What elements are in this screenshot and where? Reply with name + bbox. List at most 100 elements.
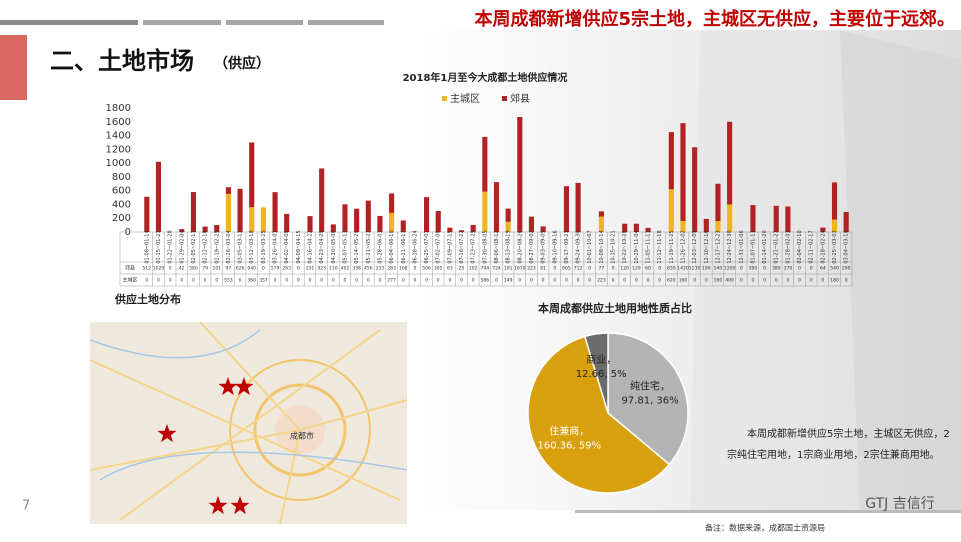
x-tick-label: 02-18~02-24 — [820, 230, 826, 263]
x-tick-label: 04-23~04-29 — [319, 230, 325, 263]
table-cell: 0 — [204, 278, 207, 284]
x-tick-label: 12-10~12-16 — [704, 230, 710, 263]
top-bar — [308, 20, 384, 25]
bar-segment — [272, 192, 278, 232]
bar-segment — [540, 226, 546, 232]
x-tick-label: 04-09~04-15 — [296, 230, 302, 263]
table-cell: 1420 — [677, 266, 689, 272]
top-bar — [0, 20, 138, 25]
x-tick-label: 07-16~07-22 — [459, 230, 465, 263]
table-cell: 110 — [329, 266, 338, 272]
table-cell: 190 — [702, 266, 711, 272]
table-cell: 0 — [542, 278, 545, 284]
table-cell: 0 — [413, 278, 416, 284]
bar-segment — [144, 196, 150, 232]
bar-segment — [249, 142, 255, 208]
bar-segment — [750, 205, 756, 232]
ring-road — [253, 383, 347, 477]
map: 成都市 — [89, 321, 408, 525]
bar-segment — [633, 223, 639, 232]
pie-value-label: 97.81, 36% — [621, 395, 678, 406]
table-cell: 180 — [830, 278, 839, 284]
bar-segment — [342, 204, 348, 232]
section-title: 二、土地市场 — [50, 47, 194, 75]
table-cell: 0 — [740, 278, 743, 284]
table-cell: 402 — [341, 266, 350, 272]
bar-segment — [505, 221, 511, 232]
table-row-label: 主城区 — [122, 277, 137, 284]
table-row-label: 郊县 — [125, 265, 135, 272]
road — [89, 321, 408, 525]
star — [218, 377, 238, 396]
x-tick-label: 04-30~05-06 — [331, 230, 337, 263]
x-tick-label: 01-14~01-20 — [762, 230, 768, 263]
bar-segment — [598, 211, 604, 217]
x-tick-label: 06-11~06-17 — [401, 230, 407, 263]
table-cell: 0 — [612, 278, 615, 284]
x-tick-label: 06-18~06-24 — [412, 230, 418, 263]
table-cell: 120 — [632, 266, 641, 272]
bar-segment — [377, 215, 383, 232]
table-cell: 0 — [740, 266, 743, 272]
table-cell: 380 — [772, 266, 781, 272]
table-cell: 160 — [714, 278, 723, 284]
table-cell: 42 — [179, 266, 185, 272]
x-tick-label: 01-07~01-13 — [750, 230, 756, 263]
bar-segment — [214, 225, 220, 232]
x-tick-label: 10-08~10-14 — [599, 230, 605, 263]
table-cell: 540 — [714, 266, 723, 272]
table-cell: 0 — [309, 278, 312, 284]
bar-segment — [354, 208, 360, 232]
table-cell: 0 — [821, 278, 824, 284]
bar-segment — [820, 227, 826, 232]
table-cell: 1200 — [724, 266, 736, 272]
bar-segment — [598, 216, 604, 232]
table-cell: 168 — [399, 266, 408, 272]
x-tick-label: 08-20~08-26 — [517, 230, 523, 263]
bar-segment — [284, 213, 290, 232]
table-cell: 1020 — [153, 266, 165, 272]
x-tick-label: 09-17~09-23 — [564, 230, 570, 263]
bar-segment — [785, 206, 791, 232]
x-tick-label: 12-17~12-23 — [715, 230, 721, 263]
table-cell: 0 — [693, 278, 696, 284]
table-cell: 0 — [810, 278, 813, 284]
x-tick-label: 05-14~05-20 — [354, 230, 360, 263]
table-cell: 0 — [763, 278, 766, 284]
table-cell: 1670 — [514, 266, 526, 272]
y-tick-label: 1600 — [106, 117, 131, 128]
x-tick-label: 01-21~01-27 — [774, 230, 780, 263]
x-tick-label: 10-15~10-21 — [611, 230, 617, 263]
bar-segment — [482, 191, 488, 232]
legend-swatch — [502, 96, 507, 101]
bar-segment — [622, 223, 628, 232]
table-cell: 0 — [588, 266, 591, 272]
bar-segment — [528, 216, 535, 232]
table-cell: 283 — [387, 266, 396, 272]
table-cell: 712 — [574, 266, 583, 272]
x-tick-label: 02-26~03-04 — [226, 230, 232, 263]
table-cell: 400 — [725, 278, 734, 284]
y-tick-label: 600 — [112, 186, 131, 197]
table-cell: 0 — [239, 278, 242, 284]
pie-slice — [583, 332, 609, 414]
table-cell: 77 — [599, 266, 605, 272]
x-tick-label: 01-15~01-21 — [156, 230, 162, 263]
table-cell: 830 — [667, 266, 676, 272]
bar-segment — [458, 230, 465, 232]
star — [234, 377, 254, 396]
x-tick-label: 05-21~05-27 — [366, 230, 372, 263]
bar-segment — [307, 216, 313, 232]
table-cell: 0 — [612, 266, 615, 272]
table-cell: 63 — [447, 266, 453, 272]
top-bar — [226, 20, 303, 25]
bar-segment — [225, 187, 231, 194]
table-cell: 512 — [143, 266, 152, 272]
table-cell: 231 — [306, 266, 315, 272]
table-cell: 0 — [297, 278, 300, 284]
bar-segment — [400, 220, 406, 232]
bar-segment — [505, 208, 511, 222]
table-cell: 160 — [679, 278, 688, 284]
x-tick-label: 01-22~01-28 — [168, 230, 174, 263]
